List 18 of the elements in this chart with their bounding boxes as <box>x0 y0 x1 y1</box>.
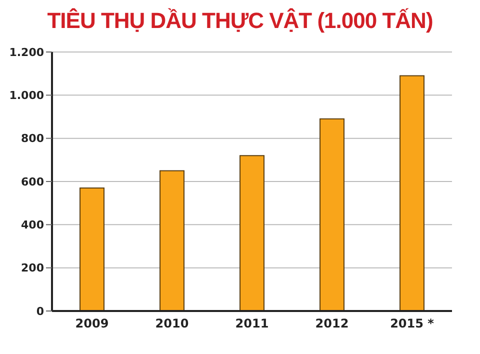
y-tick-label: 1.000 <box>9 89 44 102</box>
y-tick-label: 600 <box>21 175 44 188</box>
y-tick-label: 800 <box>21 132 44 146</box>
chart-title: TIÊU THỤ DẦU THỰC VẬT (1.000 TẤN) <box>46 8 434 35</box>
x-tick-label: 2012 <box>315 316 349 331</box>
y-tick-label: 200 <box>21 262 44 275</box>
bar <box>240 155 264 311</box>
bar <box>160 170 184 311</box>
x-tick-label: 2011 <box>235 316 269 331</box>
x-tick-label: 2010 <box>155 316 189 331</box>
x-tick-label: 2015 * <box>390 316 435 331</box>
x-tick-label: 2009 <box>75 316 109 331</box>
y-tick-label: 400 <box>21 218 44 232</box>
bar <box>400 75 424 311</box>
bar <box>320 118 344 311</box>
bar <box>80 187 104 311</box>
y-tick-label: 1.200 <box>9 46 44 59</box>
y-tick-label: 0 <box>36 304 44 318</box>
